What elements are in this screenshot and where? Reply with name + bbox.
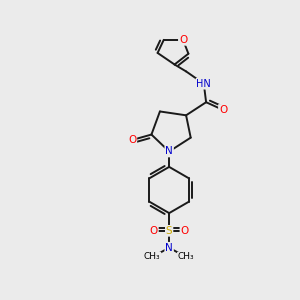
Text: CH₃: CH₃ (178, 253, 194, 262)
Text: O: O (180, 226, 189, 236)
Text: CH₃: CH₃ (144, 253, 160, 262)
Text: S: S (166, 226, 172, 236)
Text: O: O (179, 35, 187, 45)
Text: N: N (165, 243, 173, 253)
Text: O: O (150, 226, 158, 236)
Text: O: O (219, 105, 227, 115)
Text: HN: HN (196, 79, 211, 89)
Text: N: N (165, 146, 173, 157)
Text: O: O (128, 135, 136, 145)
